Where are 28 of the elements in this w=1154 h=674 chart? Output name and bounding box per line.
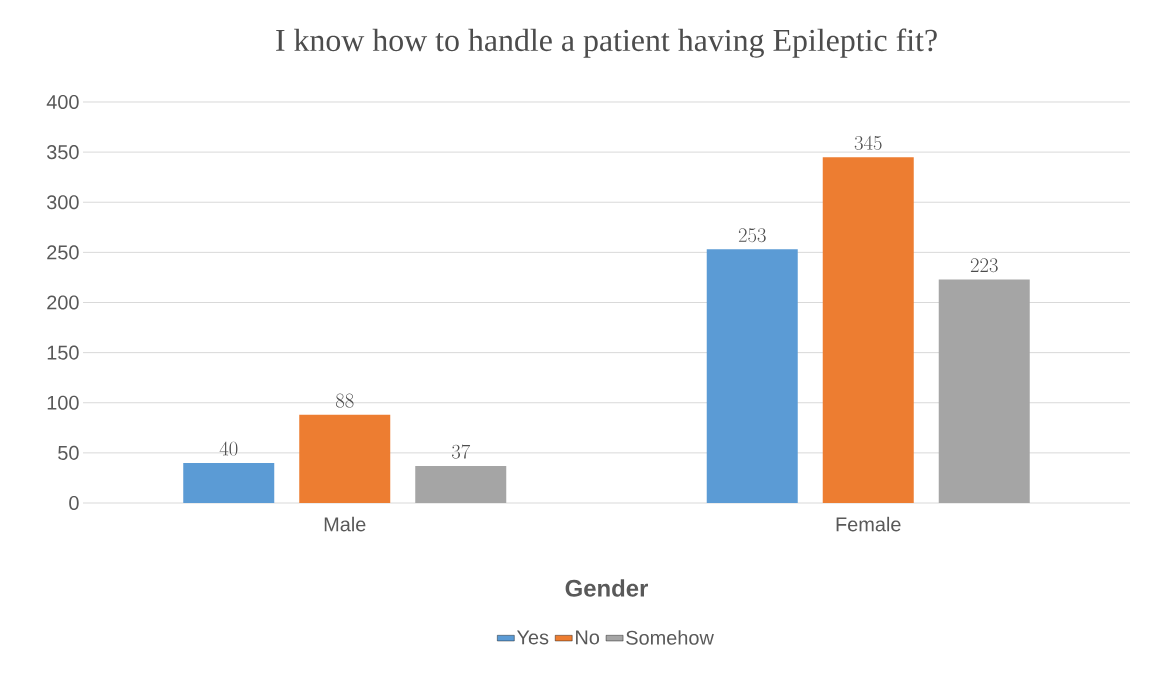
x-tick-label: Female [836,516,901,532]
bar [183,462,275,503]
data-label: 345 [854,135,882,150]
legend-label: Yes [516,630,549,645]
y-tick-label: 200 [47,295,79,310]
bar [822,157,914,503]
y-tick-label: 300 [47,195,79,210]
data-label: 253 [738,228,766,243]
x-tick-label: Male [324,516,366,532]
bar [415,465,507,503]
x-axis-title: Gender [565,579,648,597]
y-tick-label: 0 [69,495,79,511]
bar [299,414,391,503]
y-tick-label: 100 [47,395,79,410]
chart-title: I know how to handle a patient having Epileptic fit? [276,28,937,58]
y-tick-label: 150 [47,345,79,360]
bar [706,249,798,503]
data-label: 37 [451,444,471,459]
y-tick-label: 350 [47,145,79,160]
data-label: 88 [335,393,354,408]
y-tick-label: 50 [58,445,79,460]
legend-label: Somehow [626,630,714,645]
data-label: 40 [219,441,238,456]
bar [938,279,1030,503]
data-label: 223 [970,258,998,273]
legend-label: No [576,630,600,645]
y-tick-label: 400 [46,94,79,110]
y-tick-label: 250 [47,245,79,260]
